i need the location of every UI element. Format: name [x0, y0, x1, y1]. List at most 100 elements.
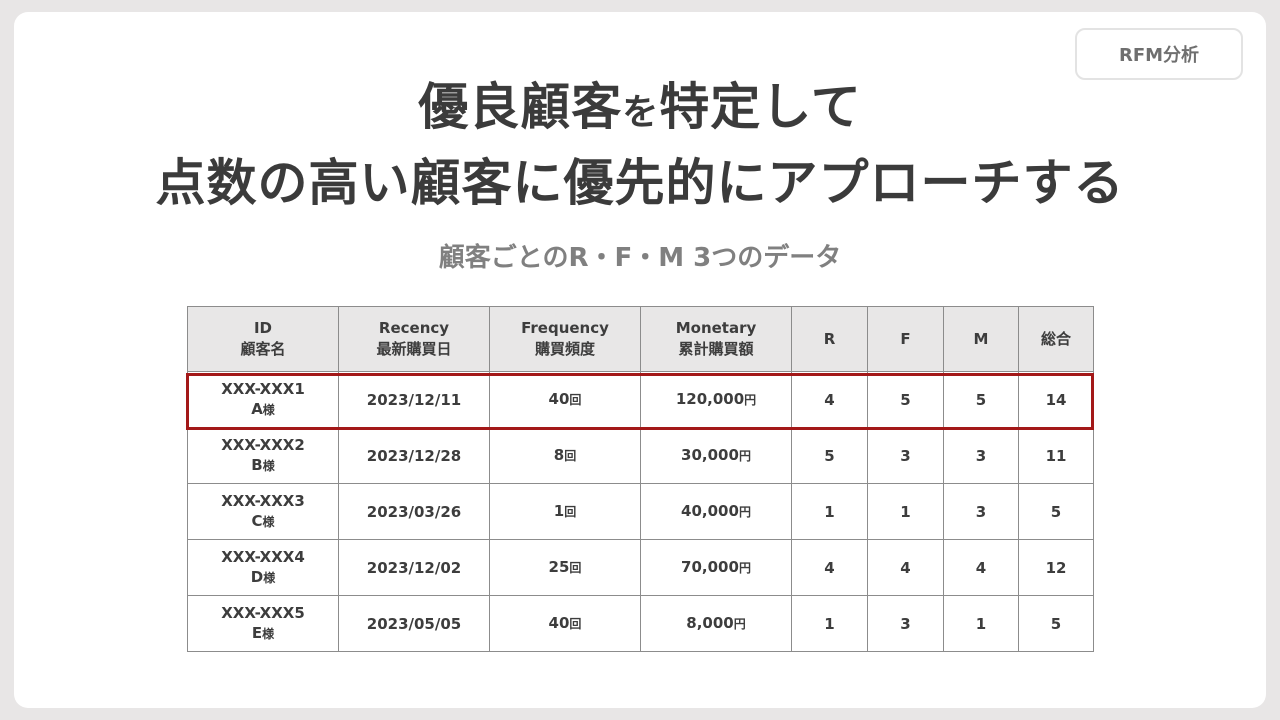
customer-id: XXX-XXX2 [221, 436, 305, 454]
cell-m: 3 [943, 427, 1019, 484]
title-line-1-part-3: 特定して [659, 78, 862, 136]
customer-name-letter: E [251, 624, 263, 642]
customer-id: XXX-XXX3 [221, 492, 305, 510]
cell-id: XXX-XXX4 D様 [187, 539, 339, 596]
customer-name: E様 [188, 623, 338, 644]
cell-total: 12 [1018, 539, 1094, 596]
table-header-row: ID 顧客名 Recency 最新購買日 Frequency 購買頻度 Monetar… [187, 306, 1094, 372]
cell-f: 5 [867, 371, 944, 428]
header-id-line-2: 顧客名 [240, 340, 286, 358]
customer-name-letter: C [251, 512, 263, 530]
subtitle: 顧客ごとのR・F・M 3つのデータ [438, 243, 842, 273]
cell-id: XXX-XXX5 E様 [187, 595, 339, 652]
cell-total: 5 [1018, 483, 1094, 540]
frequency-unit: 回 [569, 393, 582, 407]
customer-id: XXX-XXX4 [221, 548, 305, 566]
cell-total: 11 [1018, 427, 1094, 484]
cell-recency: 2023/12/11 [338, 371, 490, 428]
monetary-unit: 円 [738, 505, 751, 519]
cell-monetary: 70,000円 [640, 539, 792, 596]
customer-name: B様 [188, 455, 338, 476]
section-tag: RFM分析 [1075, 28, 1243, 80]
header-id-line-1: ID [253, 319, 273, 337]
customer-id: XXX-XXX1 [221, 380, 305, 398]
cell-id: XXX-XXX1 A様 [187, 371, 339, 428]
cell-frequency: 40回 [489, 371, 641, 428]
monetary-unit: 円 [744, 393, 757, 407]
cell-total: 14 [1018, 371, 1094, 428]
header-frequency-line-1: Frequency [521, 319, 609, 337]
frequency-unit: 回 [564, 505, 577, 519]
header-recency-line-2: 最新購買日 [376, 340, 452, 358]
monetary-value: 40,000 [681, 502, 739, 520]
cell-m: 1 [943, 595, 1019, 652]
customer-name-letter: B [251, 456, 263, 474]
cell-frequency: 25回 [489, 539, 641, 596]
monetary-value: 8,000 [686, 614, 734, 632]
header-frequency-line-2: 購買頻度 [534, 340, 595, 358]
frequency-value: 8 [553, 446, 565, 464]
frequency-unit: 回 [569, 561, 582, 575]
customer-honorific: 様 [262, 627, 275, 641]
cell-recency: 2023/03/26 [338, 483, 490, 540]
title-line-1: 優良顧客を特定して [14, 72, 1266, 148]
header-frequency: Frequency 購買頻度 [489, 306, 641, 372]
customer-honorific: 様 [263, 571, 276, 585]
cell-id: XXX-XXX2 B様 [187, 427, 339, 484]
cell-m: 3 [943, 483, 1019, 540]
cell-r: 5 [791, 427, 868, 484]
customer-name: D様 [188, 567, 338, 588]
cell-monetary: 8,000円 [640, 595, 792, 652]
header-recency-line-1: Recency [378, 319, 450, 337]
table-row: XXX-XXX2 B様 2023/12/28 8回 30,000円 5 3 3 1… [187, 427, 1094, 484]
rfm-table: ID 顧客名 Recency 最新購買日 Frequency 購買頻度 Monetar… [187, 306, 1094, 652]
cell-monetary: 30,000円 [640, 427, 792, 484]
frequency-value: 40 [548, 390, 570, 408]
frequency-unit: 回 [569, 617, 582, 631]
cell-f: 1 [867, 483, 944, 540]
table-row: XXX-XXX4 D様 2023/12/02 25回 70,000円 4 4 4 … [187, 539, 1094, 596]
frequency-value: 1 [553, 502, 565, 520]
customer-honorific: 様 [262, 403, 275, 417]
cell-recency: 2023/05/05 [338, 595, 490, 652]
cell-r: 4 [791, 371, 868, 428]
customer-honorific: 様 [262, 459, 275, 473]
table-row: XXX-XXX5 E様 2023/05/05 40回 8,000円 1 3 1 5 [187, 595, 1094, 652]
header-monetary-line-1: Monetary [675, 319, 757, 337]
cell-m: 5 [943, 371, 1019, 428]
page-title: 優良顧客を特定して 点数の高い顧客に優先的にアプローチする [14, 72, 1266, 218]
cell-total: 5 [1018, 595, 1094, 652]
customer-name: A様 [188, 399, 338, 420]
cell-monetary: 40,000円 [640, 483, 792, 540]
cell-recency: 2023/12/02 [338, 539, 490, 596]
header-m: M [943, 306, 1019, 372]
slide: RFM分析 優良顧客を特定して 点数の高い顧客に優先的にアプローチする 顧客ごと… [14, 12, 1266, 708]
header-r: R [791, 306, 868, 372]
customer-id: XXX-XXX5 [221, 604, 305, 622]
monetary-unit: 円 [738, 561, 751, 575]
cell-r: 1 [791, 595, 868, 652]
cell-monetary: 120,000円 [640, 371, 792, 428]
customer-name-letter: A [251, 400, 263, 418]
title-line-1-part-2: を [622, 92, 660, 133]
monetary-value: 70,000 [681, 558, 739, 576]
header-recency: Recency 最新購買日 [338, 306, 490, 372]
monetary-unit: 円 [733, 617, 746, 631]
title-line-1-part-1: 優良顧客 [418, 78, 623, 136]
frequency-value: 40 [548, 614, 570, 632]
cell-f: 4 [867, 539, 944, 596]
header-f: F [867, 306, 944, 372]
table-row: XXX-XXX3 C様 2023/03/26 1回 40,000円 1 1 3 5 [187, 483, 1094, 540]
header-monetary: Monetary 累計購買額 [640, 306, 792, 372]
cell-id: XXX-XXX3 C様 [187, 483, 339, 540]
cell-frequency: 8回 [489, 427, 641, 484]
cell-m: 4 [943, 539, 1019, 596]
cell-f: 3 [867, 427, 944, 484]
customer-name-letter: D [250, 568, 264, 586]
table-row: XXX-XXX1 A様 2023/12/11 40回 120,000円 4 5 5… [187, 371, 1094, 428]
frequency-unit: 回 [564, 449, 577, 463]
customer-name: C様 [188, 511, 338, 532]
cell-f: 3 [867, 595, 944, 652]
cell-recency: 2023/12/28 [338, 427, 490, 484]
header-id: ID 顧客名 [187, 306, 339, 372]
